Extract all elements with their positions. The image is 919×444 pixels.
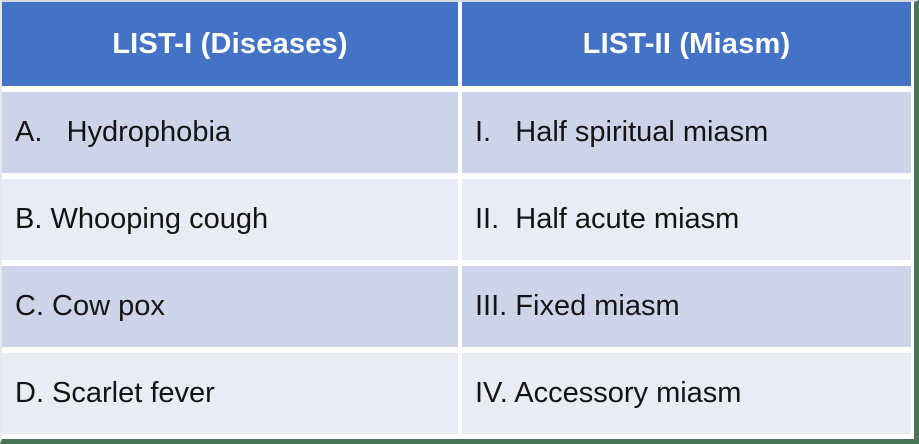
list1-row-d: D. Scarlet fever [2, 353, 458, 434]
list2-header: LIST-II (Miasm) [462, 2, 911, 86]
list1-row-c: C. Cow pox [2, 266, 458, 347]
list1-row-a: A. Hydrophobia [2, 92, 458, 173]
list1-row-b: B. Whooping cough [2, 179, 458, 260]
list2-row-iii: III. Fixed miasm [462, 266, 911, 347]
list2-row-i: I. Half spiritual miasm [462, 92, 911, 173]
list2-row-ii: II. Half acute miasm [462, 179, 911, 260]
matching-table-grid: LIST-I (Diseases) LIST-II (Miasm) A. Hyd… [2, 2, 911, 434]
list1-header: LIST-I (Diseases) [2, 2, 458, 86]
list2-row-iv: IV. Accessory miasm [462, 353, 911, 434]
